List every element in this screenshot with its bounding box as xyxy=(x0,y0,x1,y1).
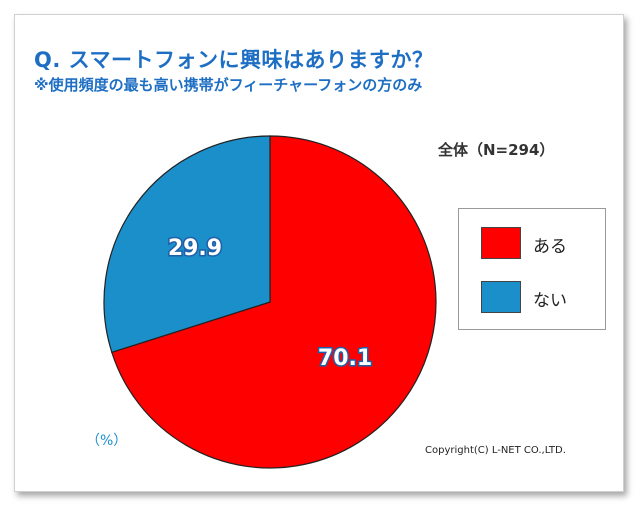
chart-legend: ある ない xyxy=(458,208,606,330)
pie-slice-nai xyxy=(103,135,271,354)
unit-label: （%） xyxy=(86,433,128,449)
legend-label-aru: ある xyxy=(533,237,567,257)
data-label-nai: 29.9 xyxy=(168,236,222,261)
pie-slice-aru xyxy=(111,135,437,469)
legend-label-nai: ない xyxy=(533,291,567,311)
legend-swatch-nai xyxy=(481,281,521,313)
chart-title: Q. スマートフォンに興味はありますか？ xyxy=(34,48,434,72)
data-label-aru: 70.1 xyxy=(318,346,372,371)
chart-subtitle: ※使用頻度の最も高い携帯がフィーチャーフォンの方のみ xyxy=(34,76,423,94)
copyright-text: Copyright(C) L-NET CO.,LTD. xyxy=(425,445,566,456)
legend-swatch-aru xyxy=(481,227,521,259)
sample-size-label: 全体（N=294） xyxy=(438,141,555,159)
